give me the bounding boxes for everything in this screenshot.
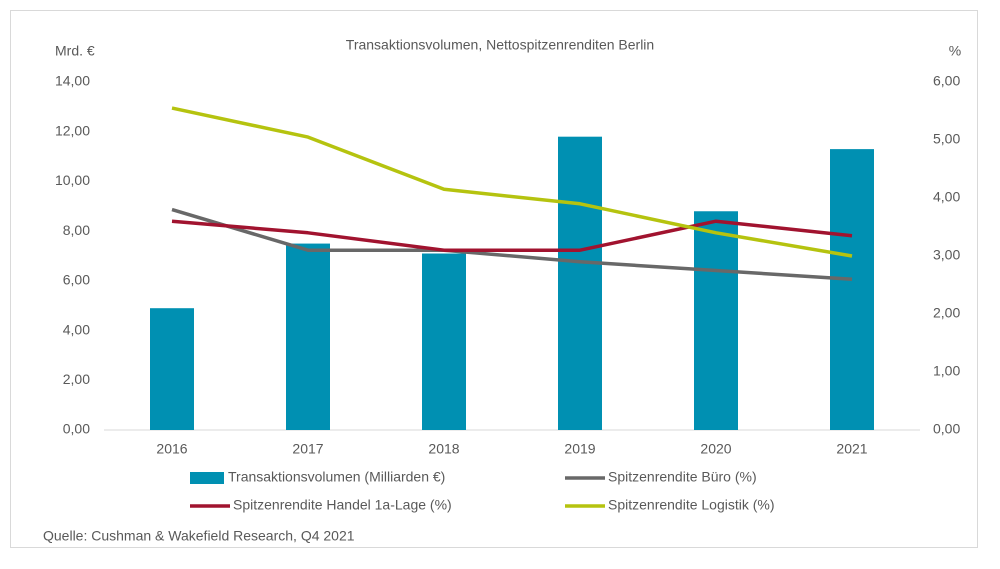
source-note: Quelle: Cushman & Wakefield Research, Q4…	[43, 528, 355, 544]
legend-label: Spitzenrendite Büro (%)	[608, 469, 757, 485]
x-tick-label: 2018	[428, 441, 459, 457]
y-tick-label: 4,00	[63, 321, 90, 337]
bar	[422, 253, 466, 430]
line-series	[171, 106, 853, 258]
legend-label: Spitzenrendite Handel 1a-Lage (%)	[233, 497, 452, 513]
x-tick-label: 2020	[700, 441, 731, 457]
chart-title: Transaktionsvolumen, Nettospitzenrendite…	[346, 37, 654, 53]
x-tick-label: 2016	[156, 441, 187, 457]
y-tick-label: 12,00	[55, 122, 90, 138]
y-tick-label: 2,00	[63, 371, 90, 387]
y2-tick-label: 6,00	[933, 73, 960, 89]
y2-tick-label: 5,00	[933, 131, 960, 147]
y2-tick-label: 1,00	[933, 363, 960, 379]
line-series	[171, 219, 853, 252]
y2-tick-label: 3,00	[933, 247, 960, 263]
y-axis-title: Mrd. €	[55, 43, 95, 59]
line-series	[171, 207, 853, 281]
y2-tick-label: 4,00	[933, 189, 960, 205]
legend-label: Transaktionsvolumen (Milliarden €)	[228, 469, 445, 485]
bar	[150, 308, 194, 430]
y2-tick-label: 2,00	[933, 305, 960, 321]
y-tick-label: 8,00	[63, 222, 90, 238]
chart-border	[10, 10, 978, 548]
legend-label: Spitzenrendite Logistik (%)	[608, 497, 775, 513]
y-tick-label: 0,00	[63, 421, 90, 437]
bar	[286, 243, 330, 430]
bar	[558, 136, 602, 430]
x-tick-label: 2017	[292, 441, 323, 457]
legend-swatch	[190, 472, 224, 484]
bar	[830, 149, 874, 430]
x-tick-label: 2021	[836, 441, 867, 457]
y2-tick-label: 0,00	[933, 421, 960, 437]
x-tick-label: 2019	[564, 441, 595, 457]
y-tick-label: 10,00	[55, 172, 90, 188]
bar	[694, 211, 738, 430]
y-tick-label: 14,00	[55, 73, 90, 89]
y2-axis-title: %	[949, 43, 961, 59]
y-tick-label: 6,00	[63, 272, 90, 288]
